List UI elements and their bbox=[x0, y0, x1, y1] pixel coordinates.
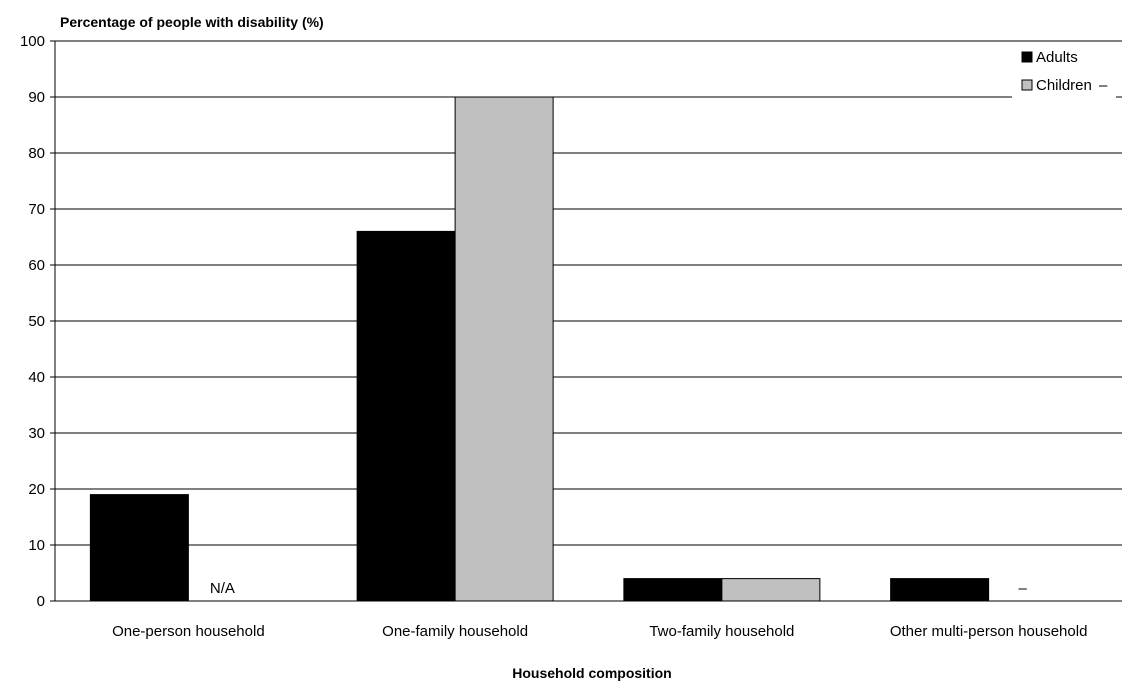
bar-children-one-family-household bbox=[454, 96, 554, 602]
gridlines bbox=[55, 40, 1122, 546]
tick-labels: 0 10 20 30 40 50 60 70 80 90 100 N/A One-person hous… bbox=[20, 33, 1087, 640]
legend-swatch-children bbox=[1021, 79, 1033, 91]
y-tick-label: 40 bbox=[28, 369, 45, 386]
legend-swatch-adults bbox=[1021, 51, 1033, 63]
y-tick-label: 10 bbox=[28, 537, 45, 554]
y-tick-label: 0 bbox=[37, 593, 45, 610]
legend-extra-dash: – bbox=[1099, 77, 1108, 94]
y-tick-label: 90 bbox=[28, 89, 45, 106]
x-axis-title: Household composition bbox=[512, 665, 671, 681]
x-tick-label: Two-family household bbox=[649, 623, 794, 640]
legend-label-adults: Adults bbox=[1036, 49, 1078, 66]
legend-label-children: Children bbox=[1036, 77, 1092, 94]
x-tick-label: Other multi-person household bbox=[890, 623, 1088, 640]
y-axis-title: Percentage of people with disability (%) bbox=[60, 14, 324, 30]
legend: Adults Children – bbox=[1012, 48, 1116, 98]
value-note-one-person-household: N/A bbox=[210, 580, 235, 597]
bar-adults-one-person-household bbox=[89, 494, 189, 602]
y-tick-label: 100 bbox=[20, 33, 45, 50]
y-tick-label: 70 bbox=[28, 201, 45, 218]
bar-children-two-family-household bbox=[721, 578, 821, 602]
y-tick-label: 60 bbox=[28, 257, 45, 274]
y-tick-label: 80 bbox=[28, 145, 45, 162]
x-tick-label: One-person household bbox=[112, 623, 265, 640]
value-note-other-multi-person-household: – bbox=[1018, 580, 1027, 597]
bar-adults-one-family-household bbox=[356, 230, 456, 602]
y-tick-label: 30 bbox=[28, 425, 45, 442]
y-tick-label: 20 bbox=[28, 481, 45, 498]
bar-adults-other-multi-person-household bbox=[890, 578, 990, 602]
x-tick-label: One-family household bbox=[382, 623, 528, 640]
y-tick-label: 50 bbox=[28, 313, 45, 330]
bars bbox=[89, 96, 990, 602]
bar-adults-two-family-household bbox=[623, 578, 723, 602]
